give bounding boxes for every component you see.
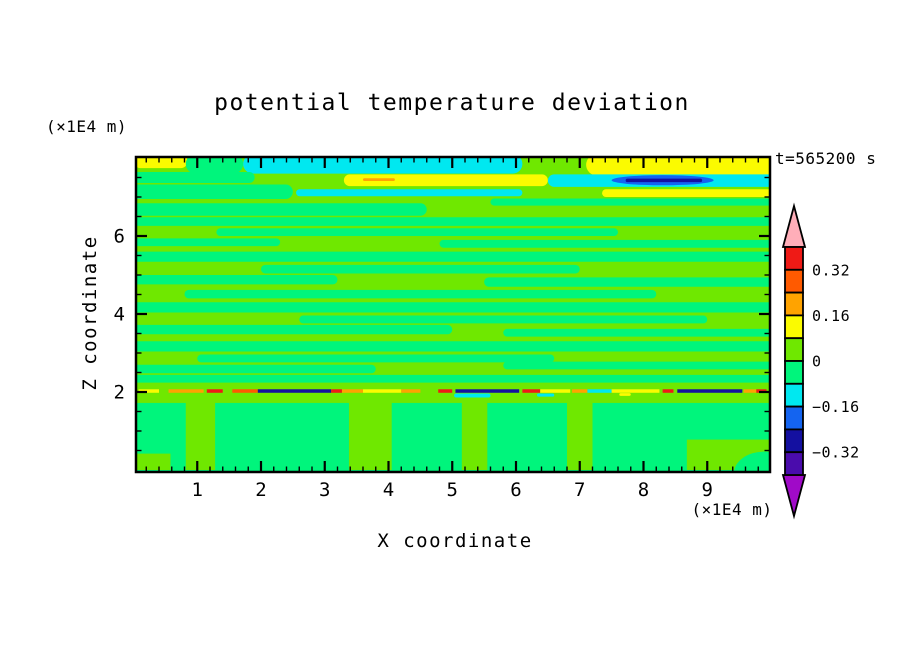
svg-text:9: 9: [702, 479, 713, 501]
svg-text:1: 1: [192, 479, 203, 501]
svg-text:2: 2: [114, 382, 125, 404]
axes-layer: [134, 155, 772, 474]
tick-labels: 1 2 3 4 5 6 7 8 9 2 4 6: [114, 226, 713, 502]
svg-text:6: 6: [510, 479, 521, 501]
svg-text:6: 6: [114, 226, 125, 248]
svg-text:0.32: 0.32: [812, 261, 850, 279]
svg-text:−0.32: −0.32: [812, 444, 860, 462]
time-annotation: t=565200 s: [775, 149, 877, 168]
svg-text:4: 4: [383, 479, 394, 501]
svg-text:3: 3: [319, 479, 330, 501]
svg-text:4: 4: [114, 304, 125, 326]
svg-text:8: 8: [638, 479, 649, 501]
x-axis-units-label: (×1E4 m): [691, 500, 773, 519]
y-axis-units-label: (×1E4 m): [46, 117, 128, 136]
colorbar: 0.32 0.16 0 −0.16 −0.32: [781, 202, 860, 520]
svg-text:2: 2: [255, 479, 266, 501]
svg-text:−0.16: −0.16: [812, 398, 860, 416]
svg-text:0: 0: [812, 353, 822, 371]
chart-title: potential temperature deviation: [214, 90, 690, 116]
svg-text:0.16: 0.16: [812, 307, 850, 325]
svg-text:5: 5: [447, 479, 458, 501]
field-layer: [136, 157, 770, 472]
svg-text:7: 7: [574, 479, 585, 501]
x-axis-title: X coordinate: [377, 530, 533, 552]
